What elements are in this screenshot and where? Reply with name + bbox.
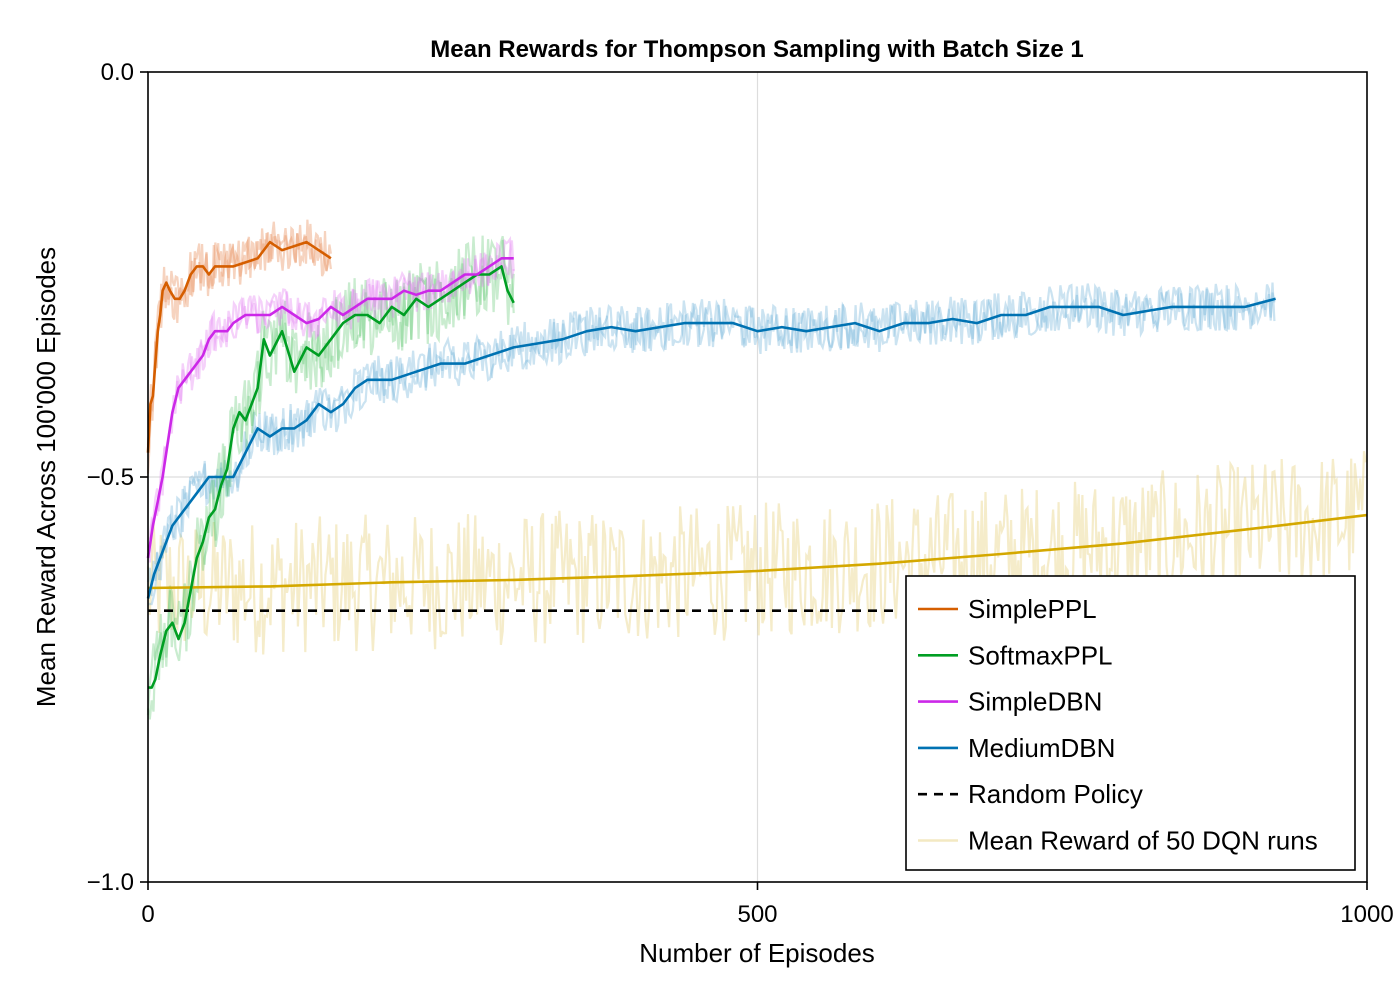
noise-band [146, 221, 332, 446]
grid [148, 72, 1367, 882]
series-line [146, 297, 1276, 599]
y-tick-label: 0.0 [101, 59, 134, 86]
legend: SimplePPL SoftmaxPPL SimpleDBN MediumDBN Ran… [905, 575, 1356, 871]
legend-label: Random Policy [968, 779, 1143, 809]
legend-label: SimpleDBN [968, 687, 1102, 717]
series-line [146, 240, 332, 453]
legend-box [905, 575, 1356, 871]
legend-label: SoftmaxPPL [968, 640, 1113, 670]
noise-band [146, 235, 515, 716]
series-lines [146, 240, 1368, 689]
y-tick-label: −1.0 [87, 869, 134, 896]
legend-label: SimplePPL [968, 594, 1097, 624]
chart-title: Mean Rewards for Thompson Sampling with … [430, 36, 1083, 63]
y-axis-label: Mean Reward Across 100'000 Episodes [31, 247, 61, 707]
noise-band [146, 451, 1367, 655]
noise-bands [146, 219, 1367, 720]
series-line [147, 513, 1368, 590]
x-tick-label: 500 [737, 901, 777, 928]
noise-band [146, 282, 1276, 597]
legend-label: Mean Reward of 50 DQN runs [968, 826, 1318, 856]
noise-band [146, 219, 332, 474]
series-line [148, 265, 515, 689]
x-tick-label: 1000 [1340, 901, 1393, 928]
y-tick-label: −0.5 [87, 464, 134, 491]
noise-band [147, 240, 515, 540]
axis-ticks: 0 500 1000 0.0 −0.5 −1.0 [87, 59, 1394, 928]
x-tick-label: 0 [141, 901, 154, 928]
series-line [146, 257, 514, 559]
x-axis-label: Number of Episodes [639, 938, 875, 968]
legend-label: MediumDBN [968, 733, 1115, 763]
